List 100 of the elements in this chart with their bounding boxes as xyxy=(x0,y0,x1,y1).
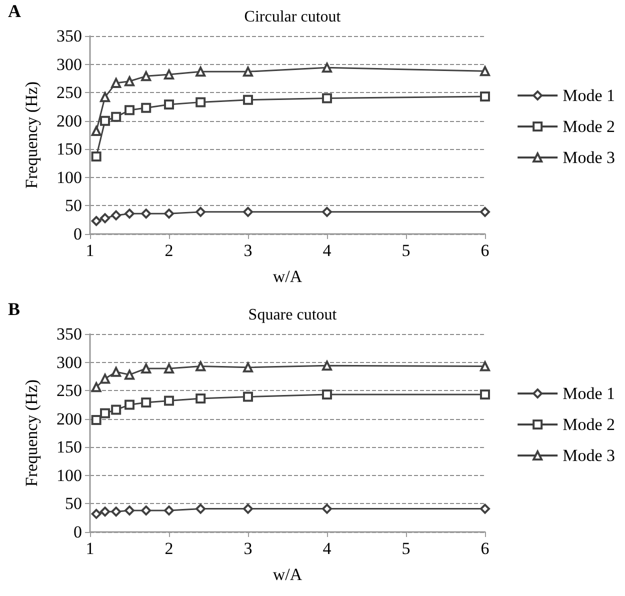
point xyxy=(91,126,102,136)
point xyxy=(164,69,174,80)
point xyxy=(480,504,490,514)
x-tick-label: 6 xyxy=(480,241,490,260)
point xyxy=(322,93,332,104)
point xyxy=(243,94,253,105)
legend-label: Mode 1 xyxy=(562,86,616,105)
point xyxy=(141,506,152,516)
point xyxy=(124,105,134,116)
x-axis-title: w/A xyxy=(272,565,303,584)
legend-label: Mode 1 xyxy=(562,384,616,403)
x-tick-label: 5 xyxy=(402,539,410,558)
point xyxy=(111,112,122,122)
point xyxy=(322,62,332,73)
point xyxy=(164,364,174,374)
point xyxy=(91,216,102,226)
y-tick-label: 50 xyxy=(65,494,82,514)
point xyxy=(124,76,134,86)
point xyxy=(196,206,206,217)
point xyxy=(164,99,174,110)
point xyxy=(322,360,332,371)
point xyxy=(243,206,253,217)
text: B xyxy=(8,299,20,319)
point xyxy=(100,374,110,384)
point xyxy=(111,78,122,88)
point xyxy=(196,361,206,372)
x-tick-label: 4 xyxy=(322,539,332,558)
x-tick-label: 6 xyxy=(480,539,490,558)
point xyxy=(480,206,490,217)
text: A xyxy=(8,1,21,21)
point xyxy=(111,210,122,220)
x-tick-label: 5 xyxy=(402,241,410,260)
point xyxy=(322,390,332,400)
y-tick-label: 150 xyxy=(56,438,82,457)
y-tick-label: 100 xyxy=(56,466,82,485)
point xyxy=(111,366,122,377)
point xyxy=(243,504,253,514)
point xyxy=(480,66,490,76)
point xyxy=(141,102,152,113)
point xyxy=(480,361,490,372)
point xyxy=(164,396,174,406)
x-tick-label: 1 xyxy=(86,539,94,558)
point xyxy=(141,208,152,219)
point xyxy=(100,116,110,126)
point xyxy=(100,92,110,102)
point xyxy=(124,370,134,380)
point xyxy=(322,504,332,514)
point xyxy=(100,506,110,517)
y-tick-label: 350 xyxy=(56,26,82,46)
point xyxy=(243,362,253,372)
point xyxy=(480,92,490,102)
point xyxy=(196,66,206,77)
y-tick-label: 250 xyxy=(56,381,82,400)
chart-title: Square cutout xyxy=(248,306,338,324)
y-tick-label: 200 xyxy=(56,111,82,130)
legend-label: Mode 2 xyxy=(562,415,616,434)
point xyxy=(124,506,134,516)
point xyxy=(141,364,152,374)
legend-label: Mode 3 xyxy=(562,148,616,167)
point xyxy=(111,506,122,517)
point xyxy=(124,400,134,410)
x-tick-label: 3 xyxy=(244,241,252,260)
point xyxy=(91,508,102,519)
point xyxy=(196,393,206,404)
point xyxy=(111,404,122,415)
point xyxy=(91,414,102,425)
legend-label: Mode 3 xyxy=(562,446,616,465)
x-tick-label: 3 xyxy=(244,539,252,558)
x-tick-label: 4 xyxy=(322,241,332,260)
point xyxy=(124,208,134,219)
y-tick-label: 250 xyxy=(56,83,82,102)
y-tick-label: 300 xyxy=(56,352,82,372)
y-tick-label: 200 xyxy=(56,409,82,428)
point xyxy=(141,397,152,408)
point xyxy=(243,392,253,402)
point xyxy=(243,66,253,77)
chart-title: Circular cutout xyxy=(244,8,342,26)
y-tick-label: 150 xyxy=(56,140,82,159)
point xyxy=(480,390,490,400)
x-tick-label: 1 xyxy=(86,241,94,260)
point xyxy=(164,506,174,516)
point xyxy=(100,408,110,418)
point xyxy=(164,208,174,219)
y-axis-title: Frequency (Hz) xyxy=(22,81,41,189)
x-tick-label: 2 xyxy=(164,539,174,558)
y-tick-label: 100 xyxy=(56,168,82,187)
x-axis-title: w/A xyxy=(272,267,303,286)
y-tick-label: 350 xyxy=(56,324,82,344)
point xyxy=(141,71,152,82)
y-tick-label: 50 xyxy=(65,196,82,216)
point xyxy=(196,97,206,108)
y-axis-title: Frequency (Hz) xyxy=(22,379,41,487)
point xyxy=(322,206,332,217)
y-tick-label: 0 xyxy=(74,224,82,244)
y-tick-label: 300 xyxy=(56,54,82,74)
point xyxy=(91,151,102,162)
point xyxy=(196,504,206,514)
x-tick-label: 2 xyxy=(164,241,174,260)
point xyxy=(100,213,110,224)
point xyxy=(91,382,102,392)
